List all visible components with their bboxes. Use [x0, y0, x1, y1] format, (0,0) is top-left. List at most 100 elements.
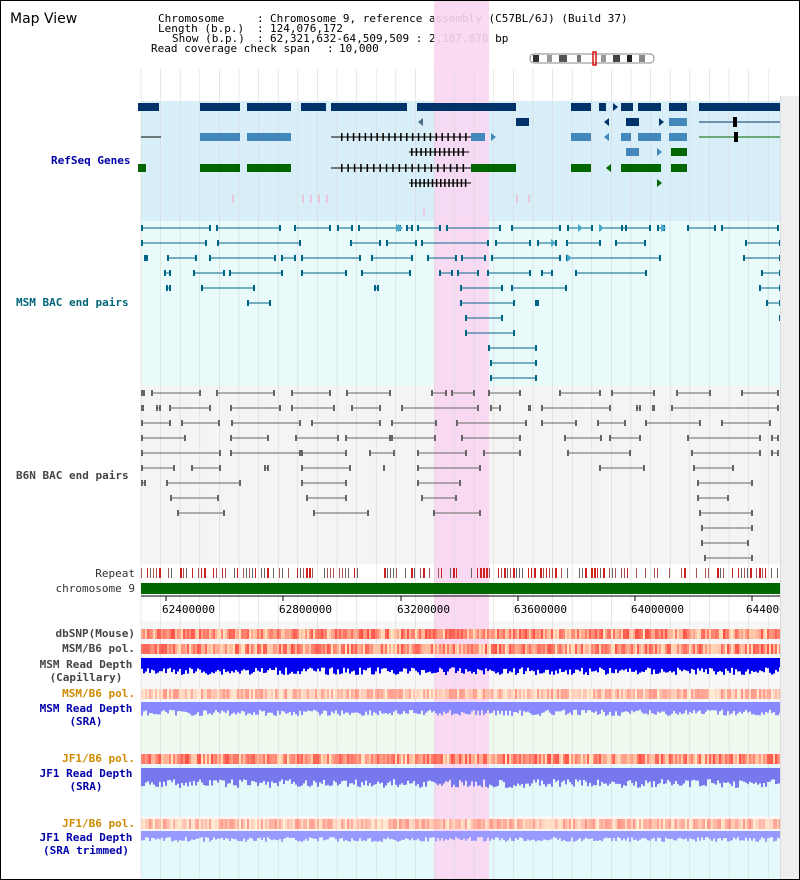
jf1-pol2-heat	[595, 819, 597, 829]
msm-pol2-heat	[445, 689, 447, 699]
msm-capillary-depth	[577, 658, 579, 670]
track-label-chromosome[interactable]: chromosome 9	[55, 582, 135, 595]
msm-capillary-depth	[709, 658, 711, 669]
msm-bac-pair-end	[721, 225, 723, 231]
jf1-trimmed-depth	[285, 831, 287, 838]
dbsnp-heat	[455, 629, 457, 639]
repeat-mark	[765, 568, 766, 578]
dbsnp-heat	[675, 629, 677, 639]
msm-pol-heat	[339, 644, 341, 654]
msm-pol2-heat	[349, 689, 351, 699]
jf1-pol2-heat	[441, 819, 443, 829]
jf1-pol-heat	[253, 754, 255, 764]
msm-pol-heat	[359, 644, 361, 654]
jf1-pol-heat	[739, 754, 741, 764]
b6n-bac-pair-end	[490, 405, 492, 411]
msm-pol-heat	[649, 644, 651, 654]
msm-pol2-heat	[451, 689, 453, 699]
track-label-msm-bac[interactable]: MSM BAC end pairs	[16, 296, 129, 309]
strand-arrow	[604, 133, 609, 141]
msm-capillary-depth	[535, 658, 537, 675]
jf1-pol2-heat	[675, 819, 677, 829]
dbsnp-heat	[621, 629, 623, 639]
msm-capillary-depth	[647, 658, 649, 668]
track-label-msm-depth-capillary[interactable]: MSM Read Depth	[39, 658, 133, 671]
jf1-pol2-heat	[203, 819, 205, 829]
jf1-pol2-heat	[263, 819, 265, 829]
track-label-dbsnp[interactable]: dbSNP(Mouse)	[55, 627, 135, 640]
jf1-trimmed-depth	[321, 831, 323, 838]
track-label-jf1-depth-trimmed[interactable]: JF1 Read Depth	[39, 831, 133, 844]
msm-capillary-depth	[485, 658, 487, 669]
msm-capillary-depth	[511, 658, 513, 673]
jf1-pol-heat	[513, 754, 515, 764]
repeat-mark	[696, 568, 697, 578]
gene-exon	[388, 133, 390, 141]
jf1-sra-depth	[627, 768, 629, 782]
msm-pol-heat	[433, 644, 435, 654]
msm-capillary-depth	[215, 658, 217, 672]
repeat-mark	[546, 568, 547, 578]
msm-pol2-heat	[277, 689, 279, 699]
jf1-pol-heat	[299, 754, 301, 764]
jf1-trimmed-depth	[401, 831, 403, 840]
msm-bac-pair-end	[281, 255, 283, 261]
gene-exon	[400, 133, 402, 141]
msm-pol2-heat	[647, 689, 649, 699]
jf1-sra-depth	[233, 768, 235, 786]
jf1-trimmed-depth	[685, 831, 687, 839]
msm-capillary-depth	[623, 658, 625, 671]
jf1-pol2-heat	[269, 819, 271, 829]
jf1-pol-heat	[221, 754, 223, 764]
b6n-bac-pair-end	[142, 405, 144, 411]
track-label-msm-pol[interactable]: MSM/B6 pol.	[62, 642, 135, 655]
track-label-jf1-pol-2[interactable]: JF1/B6 pol.	[62, 817, 135, 830]
track-label-jf1-pol[interactable]: JF1/B6 pol.	[62, 752, 135, 765]
dbsnp-heat	[699, 629, 701, 639]
dbsnp-heat	[381, 629, 383, 639]
dbsnp-heat	[395, 629, 397, 639]
track-label-refseq[interactable]: RefSeq Genes	[51, 154, 131, 167]
msm-sra-depth	[625, 702, 627, 712]
dbsnp-heat	[687, 629, 689, 639]
jf1-sra-depth	[163, 768, 165, 782]
msm-pol2-heat	[195, 689, 197, 699]
track-label-jf1-depth-sra[interactable]: JF1 Read Depth	[39, 767, 133, 780]
jf1-sra-depth	[403, 768, 405, 786]
jf1-pol-heat	[187, 754, 189, 764]
jf1-sra-depth	[367, 768, 369, 786]
msm-sra-depth	[153, 702, 155, 715]
track-label-msm-depth-sra[interactable]: MSM Read Depth	[39, 702, 133, 715]
msm-capillary-depth	[683, 658, 685, 670]
jf1-pol-heat	[591, 754, 593, 764]
msm-pol-heat	[429, 644, 431, 654]
jf1-pol-heat	[771, 754, 773, 764]
jf1-pol2-heat	[689, 819, 691, 829]
track-label-repeat[interactable]: Repeat	[95, 567, 135, 580]
jf1-pol-heat	[195, 754, 197, 764]
jf1-sra-depth	[549, 768, 551, 784]
b6n-bac-pair-end	[199, 390, 201, 396]
msm-capillary-depth	[563, 658, 565, 672]
msm-pol-heat	[257, 644, 259, 654]
chromosome-ideogram[interactable]	[529, 51, 657, 67]
jf1-pol-heat	[731, 754, 733, 764]
repeat-mark	[522, 568, 523, 578]
msm-sra-depth	[621, 702, 623, 713]
track-label-msm-pol-2[interactable]: MSM/B6 pol.	[62, 687, 135, 700]
gene-exon	[429, 133, 432, 141]
vertical-scrollbar[interactable]	[780, 96, 799, 879]
jf1-trimmed-depth	[219, 831, 221, 839]
jf1-pol-heat	[169, 754, 171, 764]
repeat-mark	[303, 568, 304, 578]
track-label-b6n-bac[interactable]: B6N BAC end pairs	[16, 469, 129, 482]
msm-pol-heat	[185, 644, 187, 654]
jf1-pol2-heat	[449, 819, 451, 829]
dbsnp-heat	[527, 629, 529, 639]
msm-sra-depth	[581, 702, 583, 711]
jf1-pol2-heat	[393, 819, 395, 829]
jf1-pol-heat	[507, 754, 509, 764]
dbsnp-heat	[369, 629, 371, 639]
msm-pol2-heat	[161, 689, 163, 699]
